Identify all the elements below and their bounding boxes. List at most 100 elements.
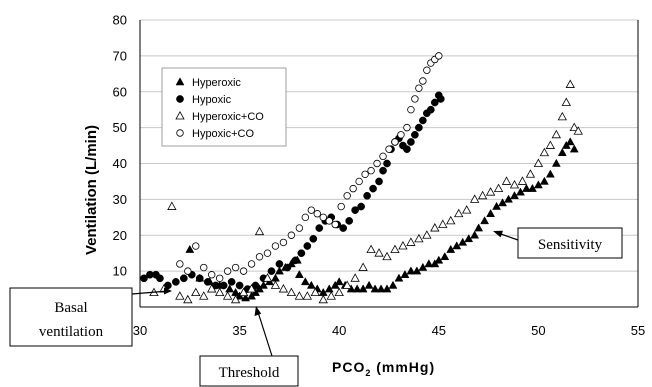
data-point	[493, 183, 504, 193]
data-point	[438, 219, 448, 228]
data-point	[231, 263, 240, 272]
data-point	[215, 274, 224, 282]
data-point	[294, 291, 305, 300]
data-point	[406, 237, 416, 246]
data-point	[351, 206, 359, 214]
data-point	[361, 170, 369, 178]
data-point	[379, 166, 387, 175]
x-tick-label: 55	[631, 323, 645, 338]
data-point	[390, 244, 400, 254]
data-point	[225, 284, 235, 293]
data-point	[522, 183, 531, 192]
data-point	[539, 176, 549, 185]
data-point	[436, 95, 445, 103]
data-point	[172, 278, 180, 286]
data-point	[379, 152, 387, 161]
data-point	[423, 66, 431, 74]
data-point	[557, 111, 567, 121]
data-point	[369, 184, 377, 193]
data-point	[254, 226, 265, 236]
data-point	[219, 281, 228, 290]
data-point	[375, 177, 383, 186]
data-point	[485, 187, 496, 196]
data-point	[223, 267, 232, 275]
data-point	[191, 287, 201, 297]
data-point	[517, 176, 528, 185]
data-point	[477, 190, 488, 200]
data-point	[283, 263, 292, 272]
data-point	[407, 138, 415, 146]
data-point	[310, 287, 320, 297]
series-2	[149, 79, 583, 304]
data-point	[533, 158, 544, 167]
data-point	[345, 217, 354, 225]
data-point	[286, 287, 297, 297]
y-axis-label: Ventilation (L/min)	[83, 125, 100, 255]
annotation-sensitivity: Sensitivity	[493, 227, 623, 259]
data-point	[474, 223, 484, 232]
data-point	[415, 123, 423, 132]
x-axis-label-main: PCO	[332, 359, 365, 375]
data-point	[342, 280, 352, 289]
data-point	[419, 77, 427, 85]
sensitivity-label: Sensitivity	[538, 237, 603, 253]
data-point	[295, 224, 304, 232]
x-tick-label: 45	[432, 323, 446, 338]
data-point	[426, 105, 435, 114]
data-point	[398, 240, 408, 250]
series-0	[185, 137, 579, 302]
data-point	[301, 213, 310, 222]
data-point	[374, 248, 384, 257]
data-point	[382, 251, 392, 261]
data-point	[370, 284, 380, 293]
data-point	[247, 260, 256, 268]
data-point	[419, 116, 427, 125]
data-point	[403, 123, 411, 132]
data-point	[184, 267, 192, 275]
data-point	[208, 271, 216, 279]
data-point	[383, 159, 391, 168]
data-point	[167, 201, 177, 210]
data-point	[235, 281, 244, 290]
data-point	[278, 284, 289, 293]
data-point	[300, 277, 310, 286]
data-point	[557, 148, 567, 156]
data-point	[175, 291, 185, 300]
data-point	[262, 273, 273, 282]
data-point	[415, 84, 423, 92]
data-point	[246, 284, 257, 293]
data-point	[192, 242, 200, 250]
data-point	[446, 215, 456, 225]
legend-marker	[176, 95, 184, 103]
data-point	[195, 274, 204, 283]
data-point	[355, 177, 363, 186]
data-point	[238, 287, 249, 297]
data-point	[388, 280, 398, 289]
x-tick-label: 40	[332, 323, 346, 338]
data-point	[156, 274, 164, 283]
data-point	[573, 126, 583, 135]
data-point	[551, 129, 562, 139]
y-tick-label: 60	[113, 84, 127, 99]
y-tick-label: 20	[113, 228, 127, 243]
annotation-basal: Basal ventilation	[9, 287, 172, 347]
x-tick-label: 35	[232, 323, 246, 338]
data-point	[430, 98, 439, 107]
data-point	[306, 280, 316, 289]
data-point	[287, 231, 296, 239]
data-point	[364, 280, 374, 289]
sensitivity-box	[517, 227, 623, 259]
data-point	[307, 206, 316, 214]
data-point	[363, 191, 371, 200]
data-points	[140, 52, 583, 304]
series-3	[176, 52, 443, 282]
data-point	[430, 223, 440, 232]
data-point	[407, 105, 415, 114]
data-point	[367, 166, 375, 175]
data-point	[222, 291, 233, 300]
data-point	[313, 210, 321, 218]
data-point	[339, 224, 348, 232]
data-point	[501, 176, 512, 185]
data-point	[373, 159, 381, 168]
